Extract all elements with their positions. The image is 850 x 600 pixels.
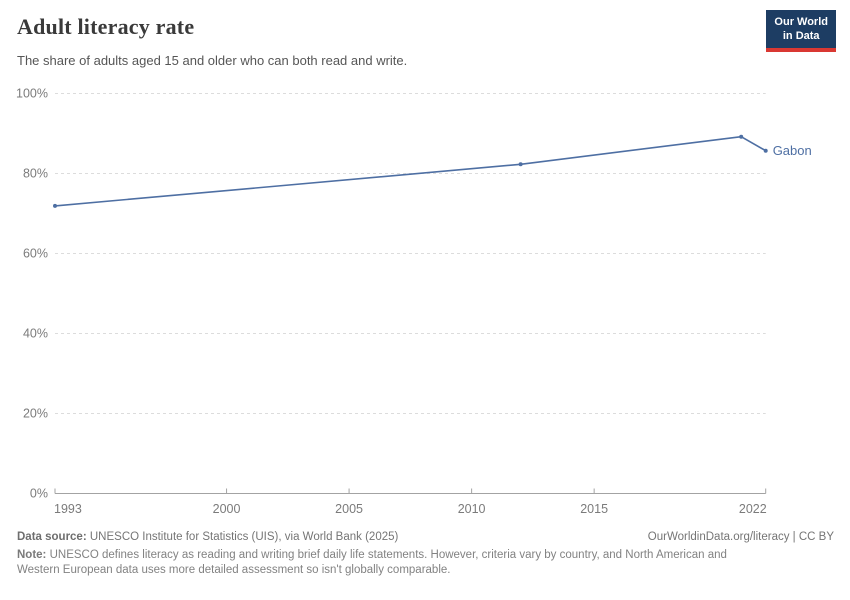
x-axis-tick-label: 2000 — [213, 502, 241, 516]
y-axis-tick-label: 80% — [23, 167, 48, 181]
owid-license-link[interactable]: OurWorldinData.org/literacy | CC BY — [647, 531, 834, 543]
owid-logo[interactable]: Our World in Data — [766, 10, 836, 52]
data-point-gabon-2012[interactable] — [518, 162, 523, 167]
note-label: Note: — [17, 549, 47, 561]
x-axis-tick-label: 2015 — [580, 502, 608, 516]
y-axis-tick-label: 0% — [30, 487, 48, 501]
x-axis-tick-label: 2010 — [458, 502, 486, 516]
chart-subtitle: The share of adults aged 15 and older wh… — [17, 53, 408, 68]
x-axis-tick-label: 1993 — [54, 502, 82, 516]
data-point-gabon-2021[interactable] — [739, 134, 744, 139]
data-source-text: Data source: UNESCO Institute for Statis… — [17, 531, 398, 543]
y-axis-tick-label: 40% — [23, 327, 48, 341]
data-source-label: Data source: — [17, 531, 87, 543]
chart-footer: Data source: UNESCO Institute for Statis… — [17, 531, 834, 578]
page-title: Adult literacy rate — [17, 14, 195, 39]
y-axis-tick-label: 20% — [23, 407, 48, 421]
series-line-gabon[interactable] — [54, 135, 767, 207]
series-end-label-gabon[interactable]: Gabon — [773, 143, 812, 158]
y-axis-tick-label: 60% — [23, 247, 48, 261]
chart-note: Note: UNESCO defines literacy as reading… — [17, 548, 834, 578]
note-line2: Western European data uses more detailed… — [17, 564, 451, 577]
data-source-value: UNESCO Institute for Statistics (UIS), v… — [86, 531, 399, 543]
line-chart-canvas: 0% 20% 40% 60% 80% 100% 1993 2000 2005 2010 2015 20… — [16, 87, 812, 517]
x-axis-tick-label: 2022 — [739, 502, 767, 516]
owid-logo-line2: in Data — [782, 30, 820, 43]
data-point-gabon-1993[interactable] — [53, 203, 57, 208]
data-point-gabon-2022[interactable] — [763, 148, 768, 153]
note-line1: UNESCO defines literacy as reading and w… — [46, 549, 727, 561]
x-axis-tick-label: 2005 — [335, 502, 363, 516]
owid-logo-line1: Our World — [774, 16, 828, 28]
y-axis-tick-label: 100% — [16, 87, 48, 101]
